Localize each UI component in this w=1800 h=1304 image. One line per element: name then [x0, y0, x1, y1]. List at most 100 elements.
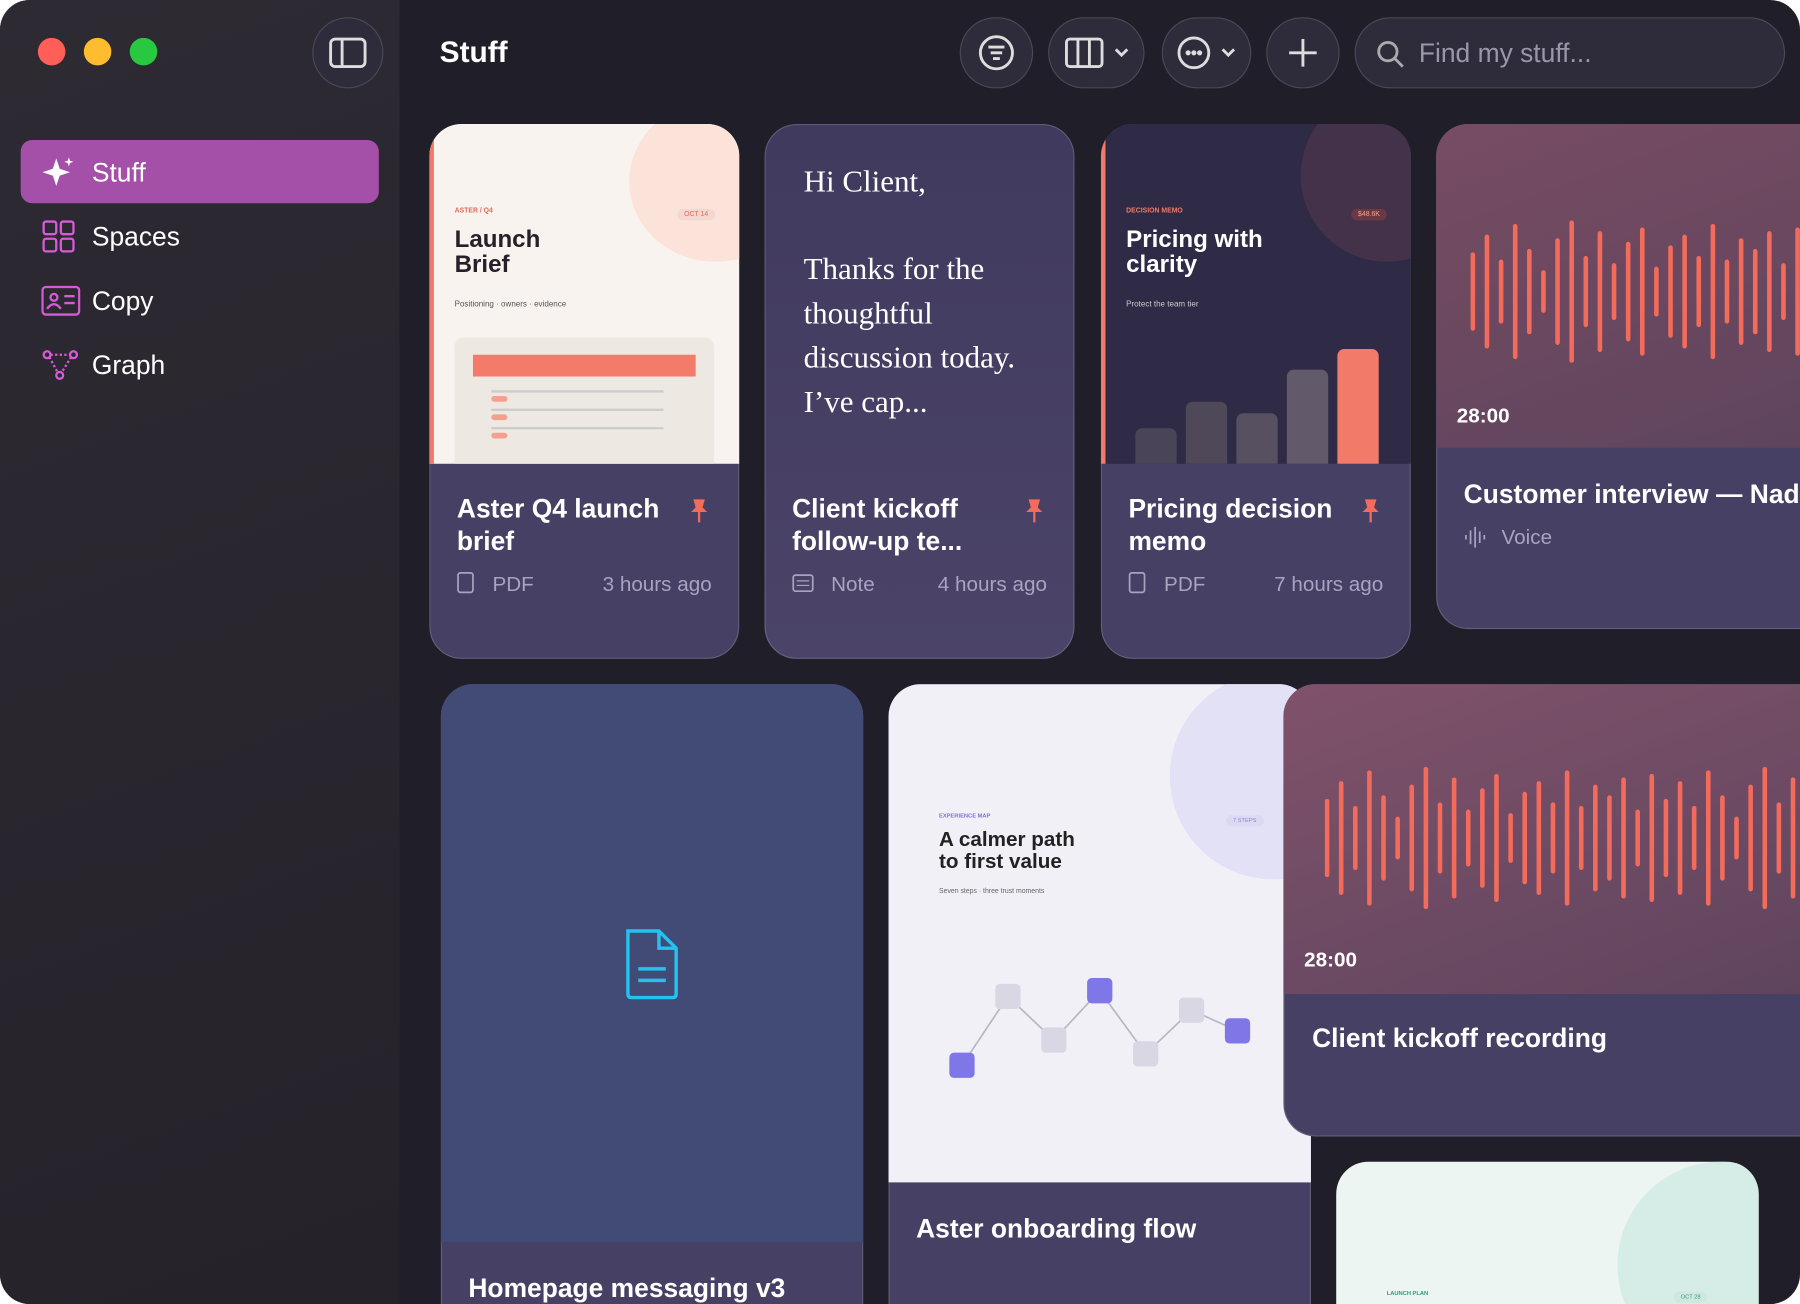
card-title: Client kickoff recording [1312, 1022, 1607, 1053]
wave-bar [1395, 816, 1400, 860]
card-preview: ASTER / Q4 OCT 14 Launch Brief Positioni… [429, 123, 740, 464]
minimize-button[interactable] [83, 37, 112, 66]
preview-headline: Pricing with clarity [1126, 226, 1263, 278]
item-card[interactable]: 28:00 Client kickoff recording [1283, 684, 1800, 1137]
wave-bar [1705, 770, 1711, 906]
wave-bar [1710, 223, 1716, 360]
preview-subline: Positioning · owners · evidence [454, 300, 567, 309]
wave-bar [1748, 784, 1753, 892]
wave-bar [1352, 805, 1358, 871]
nav-item[interactable]: Graph [21, 333, 379, 396]
add-button[interactable] [1266, 17, 1340, 89]
wave-bar [1541, 270, 1546, 313]
wave-bar [1738, 238, 1744, 345]
waveform [1470, 220, 1800, 363]
wave-bar [1480, 788, 1485, 888]
card-preview [440, 684, 864, 1243]
card-preview: DECISION MEMO $48.6K Pricing with clarit… [1100, 123, 1411, 464]
card-title: Client kickoff follow-up te... [792, 493, 963, 556]
wave-bar [1597, 231, 1603, 353]
nav-label: Spaces [91, 221, 180, 252]
wave-bar [1550, 802, 1556, 874]
wave-bar [1508, 813, 1513, 863]
card-type: PDF [1164, 572, 1206, 596]
nav-label: Stuff [91, 157, 146, 188]
card-time: 7 hours ago [1274, 572, 1384, 596]
wave-bar [1498, 259, 1504, 324]
item-card[interactable]: 28:00 Customer interview — Nad Voice [1436, 123, 1800, 630]
card-preview: 28:00 [1283, 684, 1800, 995]
card-time: 3 hours ago [602, 572, 712, 596]
card-title: Aster Q4 launch brief [456, 493, 660, 556]
nav-item[interactable]: Stuff [20, 140, 379, 204]
wave-bar [1338, 781, 1344, 895]
wave-bar [1625, 241, 1631, 342]
close-button[interactable] [37, 37, 66, 66]
search-field[interactable]: Find my stuff... [1354, 17, 1786, 89]
wave-bar [1470, 252, 1476, 331]
wave-bar [1611, 263, 1617, 321]
wave-bar [1767, 231, 1772, 353]
card-type: PDF [492, 572, 534, 596]
wave-bar [1451, 777, 1457, 899]
wave-bar [1682, 234, 1687, 349]
card-title: Customer interview — Nad [1463, 478, 1800, 509]
zoom-button[interactable] [129, 37, 158, 66]
wave-bar [1654, 266, 1659, 317]
card-time: 4 hours ago [937, 572, 1047, 596]
sidebar: Stuff Spaces Copy Graph [0, 0, 400, 1304]
wave-bar [1776, 802, 1782, 874]
wave-bar [1324, 798, 1330, 878]
wave-bar [1781, 263, 1786, 321]
preview-kicker: LAUNCH PLAN [1386, 1290, 1429, 1298]
wave-bar [1484, 234, 1490, 349]
wave-bar [1724, 259, 1730, 324]
wave-bar [1668, 245, 1673, 338]
wave-bar [1423, 766, 1429, 910]
preview-kicker: ASTER / Q4 [454, 207, 493, 215]
item-card[interactable]: LAUNCH PLAN OCT 28 [1336, 1161, 1759, 1304]
preview-kicker: DECISION MEMO [1126, 207, 1183, 215]
item-card[interactable]: Hi Client, Thanks for the thoughtful dis… [764, 123, 1075, 659]
wave-bar [1512, 223, 1518, 360]
preview-headline: A calmer path to first value [939, 827, 1075, 873]
wave-bar [1649, 773, 1655, 903]
item-card[interactable]: EXPERIENCE MAP 7 STEPS A calmer path to … [888, 684, 1311, 1304]
filter-button[interactable] [959, 17, 1034, 89]
preview-badge: 7 STEPS [1226, 815, 1264, 827]
card-title: Homepage messaging v3 [468, 1273, 786, 1303]
nav-label: Copy [91, 285, 154, 316]
duration: 28:00 [1304, 948, 1357, 972]
card-title: Aster onboarding flow [916, 1213, 1197, 1244]
nav-item[interactable]: Copy [21, 269, 379, 332]
page-title: Stuff [439, 34, 508, 69]
wave-bar [1494, 773, 1499, 903]
search-placeholder: Find my stuff... [1418, 37, 1592, 68]
item-card[interactable]: ASTER / Q4 OCT 14 Launch Brief Positioni… [429, 123, 740, 659]
wave-bar [1569, 220, 1574, 363]
wave-bar [1795, 227, 1800, 356]
wave-bar [1607, 795, 1612, 881]
preview-subline: Protect the team tier [1126, 300, 1199, 309]
item-card[interactable]: DECISION MEMO $48.6K Pricing with clarit… [1100, 123, 1411, 659]
sidebar-toggle[interactable] [312, 17, 384, 89]
nav-item[interactable]: Spaces [21, 204, 379, 267]
waveform [1324, 766, 1796, 910]
wave-bar [1367, 770, 1372, 906]
wave-bar [1536, 781, 1542, 895]
wave-bar [1522, 791, 1528, 885]
more-button[interactable] [1161, 17, 1252, 89]
note-greeting: Hi Client, [803, 164, 926, 199]
card-preview: 28:00 [1436, 123, 1800, 448]
pin-icon [1026, 499, 1043, 523]
item-card[interactable]: Homepage messaging v3 [440, 684, 864, 1304]
wave-bar [1465, 809, 1471, 867]
wave-bar [1691, 805, 1697, 871]
pin-icon [1362, 499, 1379, 523]
wave-bar [1720, 795, 1725, 881]
preview-badge: OCT 14 [677, 208, 716, 221]
card-preview: Hi Client, Thanks for the thoughtful dis… [765, 124, 1075, 464]
layout-button[interactable] [1048, 17, 1145, 89]
